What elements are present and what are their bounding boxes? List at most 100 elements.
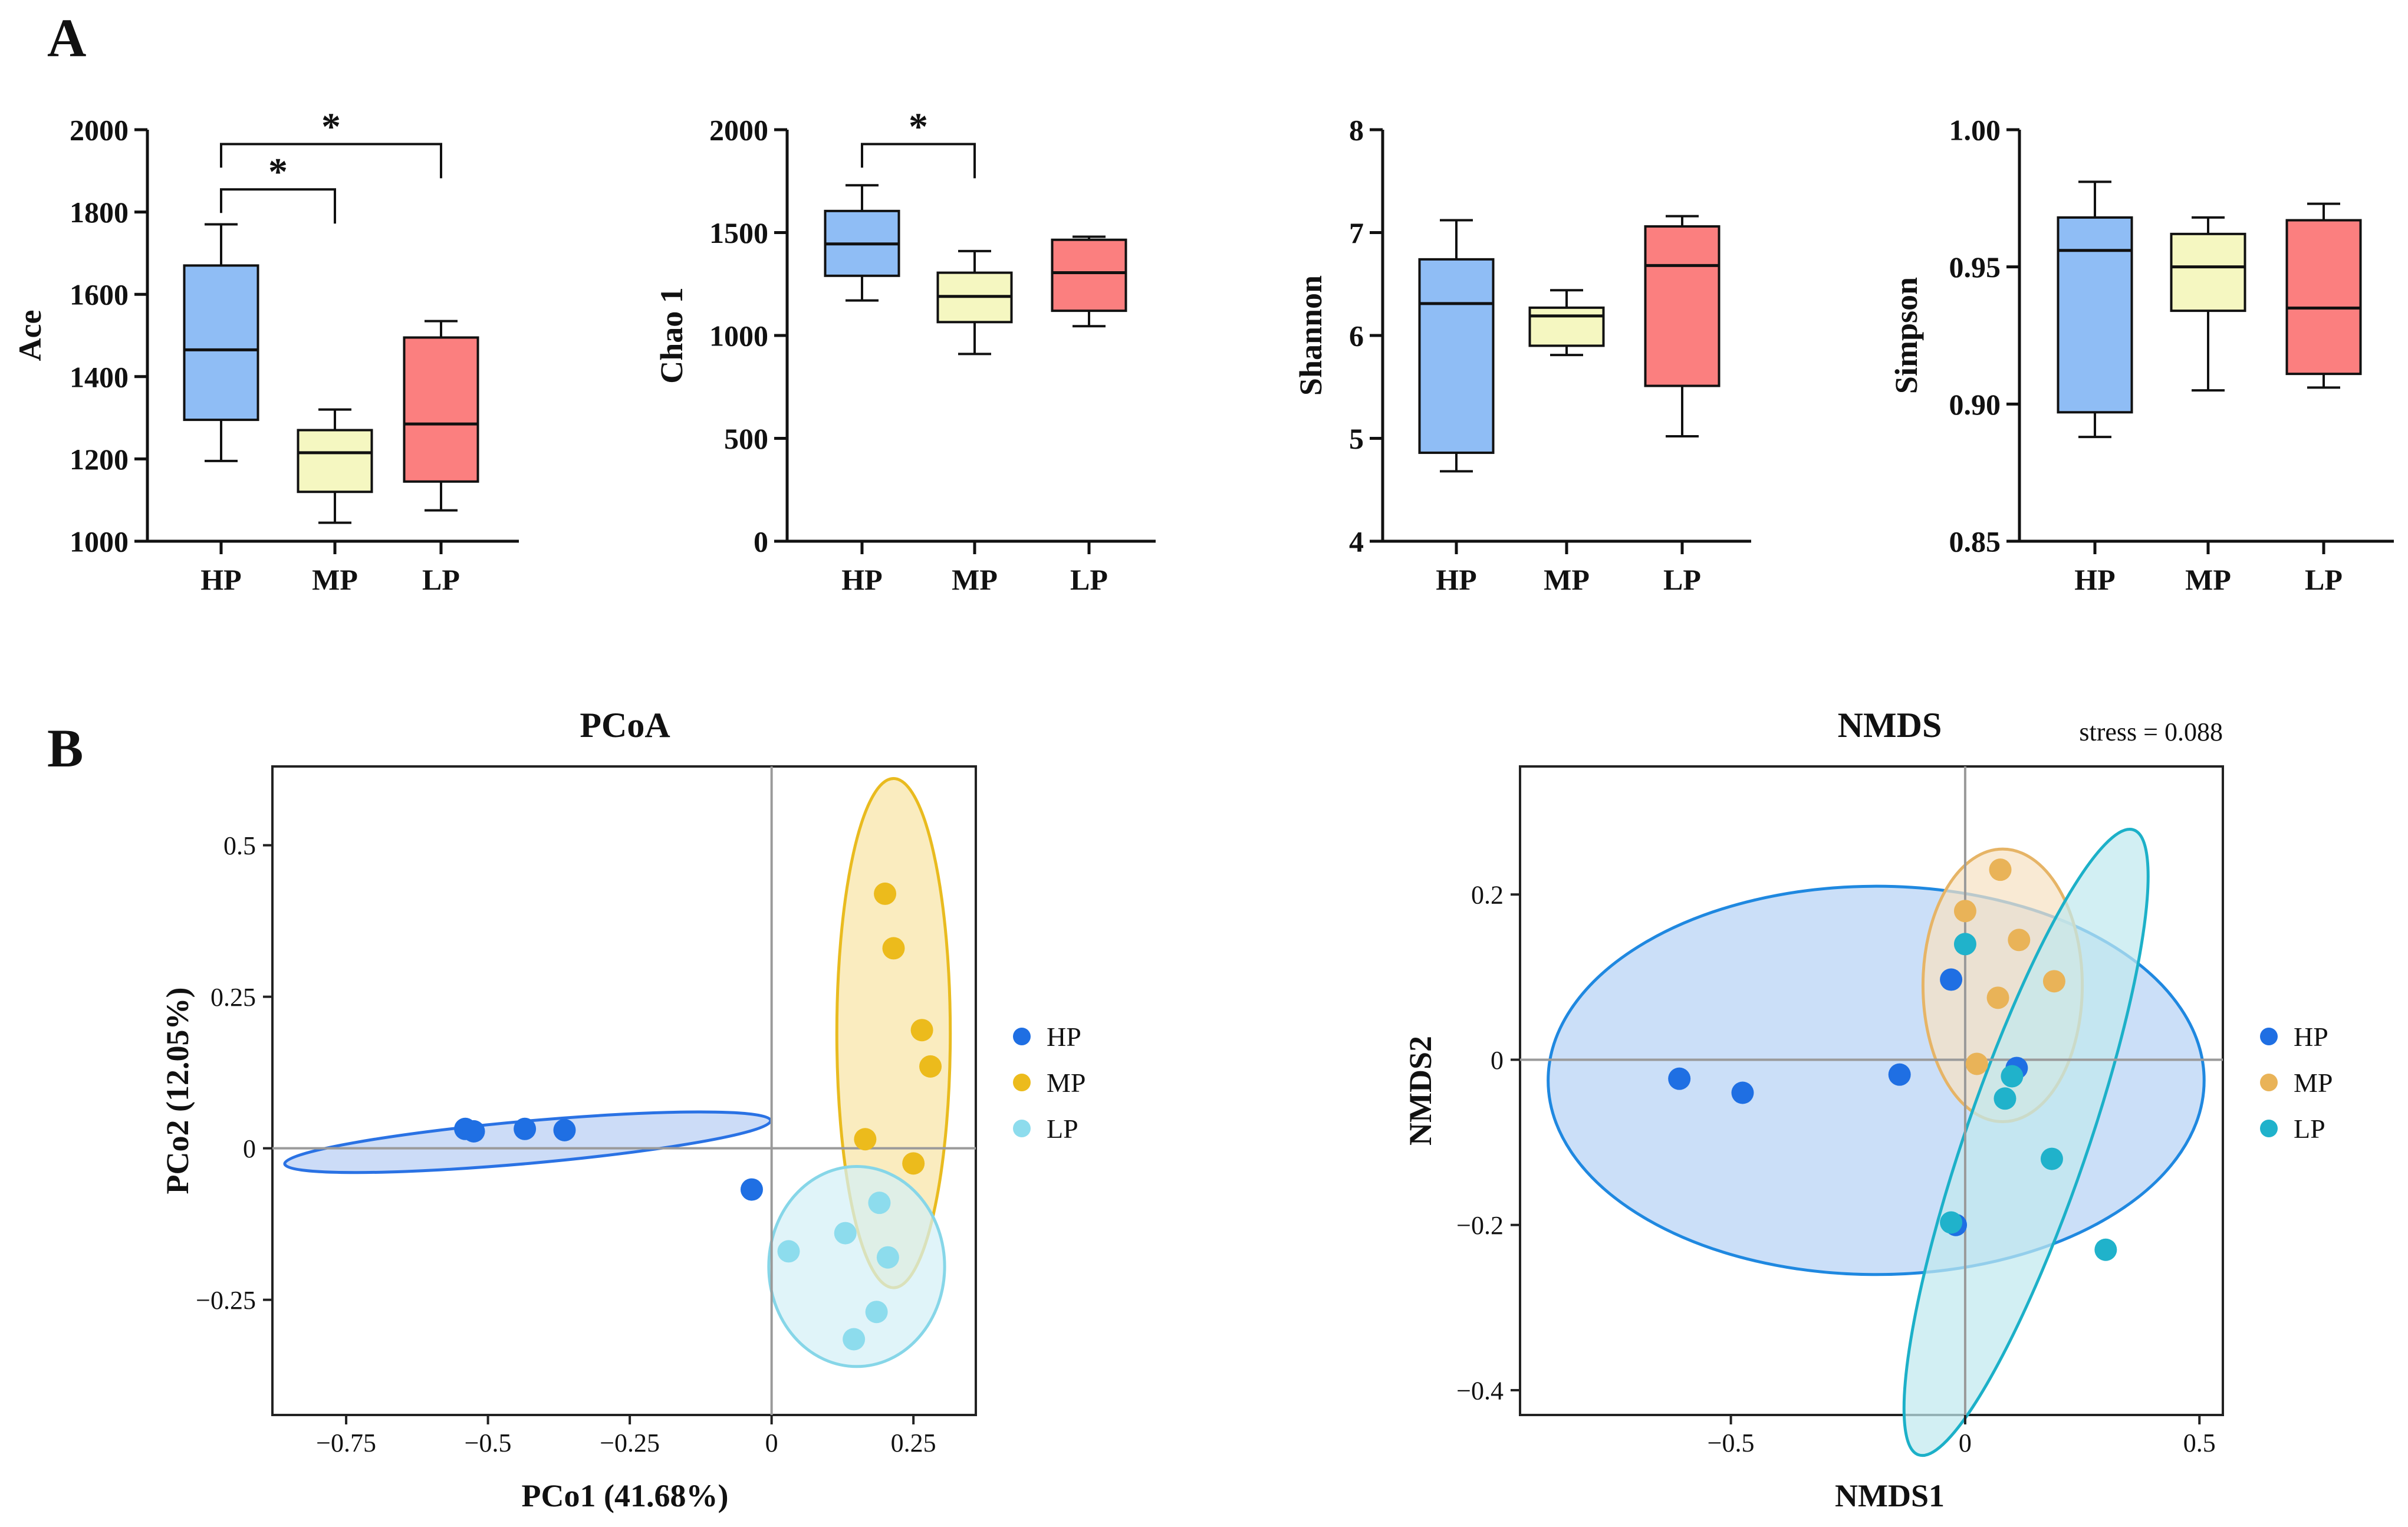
pcoa-point-mp: [882, 937, 905, 960]
simpson-x-tick-label: MP: [2185, 563, 2231, 596]
nmds-point-mp: [1953, 900, 1976, 923]
shannon-y-tick-label: 7: [1349, 216, 1364, 249]
pcoa-point-lp: [865, 1301, 888, 1324]
pcoa-legend-label-lp: LP: [1047, 1114, 1078, 1144]
chao1-significance-star: *: [909, 105, 928, 148]
pcoa-point-hp: [740, 1178, 763, 1201]
simpson-x-tick-label: HP: [2074, 563, 2115, 596]
nmds-x-tick-label: −0.5: [1708, 1429, 1755, 1457]
pcoa-x-tick-label: 0: [765, 1429, 778, 1457]
nmds-point-lp: [1953, 933, 1976, 956]
nmds-point-mp: [2042, 970, 2065, 993]
nmds-legend-label-hp: HP: [2294, 1022, 2328, 1052]
chao1-y-tick-label: 500: [724, 422, 768, 455]
shannon-y-tick-label: 6: [1349, 320, 1364, 353]
nmds-point-lp: [1993, 1087, 2016, 1110]
ace-significance-star: *: [321, 105, 341, 148]
pcoa-legend-marker-hp: [1013, 1028, 1031, 1045]
pcoa-legend-label-mp: MP: [1047, 1068, 1085, 1098]
chao1-y-axis-label: Chao 1: [654, 287, 689, 384]
nmds-legend-marker-hp: [2260, 1028, 2278, 1045]
nmds-y-tick-label: −0.4: [1456, 1376, 1504, 1405]
pcoa-point-lp: [868, 1192, 891, 1215]
simpson-box-lp: [2285, 219, 2362, 376]
pcoa-point-lp: [777, 1240, 800, 1263]
ace-y-axis-label: Ace: [12, 310, 48, 361]
pcoa-title: PCoA: [580, 706, 670, 745]
nmds-point-mp: [1986, 986, 2009, 1009]
pcoa-point-hp: [462, 1120, 485, 1143]
simpson-box-mp: [2170, 232, 2246, 312]
pcoa-y-tick-label: 0.5: [223, 831, 256, 860]
pcoa-point-mp: [902, 1152, 925, 1175]
pcoa-x-tick-label: −0.5: [465, 1429, 512, 1457]
panel-label-b: B: [47, 718, 83, 778]
pcoa-point-mp: [919, 1055, 942, 1078]
pcoa-y-axis-label: PCo2 (12.05%): [160, 988, 195, 1194]
ace-x-tick-label: LP: [422, 563, 460, 596]
nmds-point-mp: [1989, 858, 2012, 881]
nmds-point-hp: [1668, 1067, 1691, 1090]
chao1-x-tick-label: LP: [1070, 563, 1108, 596]
pcoa-legend-label-hp: HP: [1047, 1022, 1081, 1052]
pcoa-point-lp: [876, 1246, 899, 1269]
shannon-y-tick-label: 5: [1349, 422, 1364, 455]
nmds-point-lp: [1940, 1211, 1963, 1234]
ace-y-tick-label: 1200: [70, 443, 129, 476]
ace-y-tick-label: 2000: [70, 114, 129, 147]
ace-x-tick-label: HP: [200, 563, 241, 596]
pcoa-point-mp: [910, 1019, 933, 1042]
pcoa-legend-marker-lp: [1013, 1120, 1031, 1137]
ace-y-tick-label: 1400: [70, 360, 129, 393]
shannon-box-hp: [1418, 258, 1495, 454]
nmds-point-mp: [2008, 929, 2031, 952]
nmds-point-hp: [1888, 1063, 1911, 1086]
pcoa-point-mp: [854, 1128, 877, 1151]
nmds-legend-label-lp: LP: [2294, 1114, 2325, 1144]
pcoa-y-tick-label: −0.25: [196, 1286, 256, 1315]
shannon-y-tick-label: 4: [1349, 525, 1364, 558]
ace-y-tick-label: 1800: [70, 196, 129, 229]
pcoa-x-tick-label: −0.25: [600, 1429, 660, 1457]
pcoa-y-tick-label: 0: [243, 1134, 256, 1163]
ace-significance-star: *: [268, 150, 288, 193]
pcoa-ellipse-lp: [767, 1165, 946, 1368]
nmds-point-hp: [1940, 968, 1963, 991]
nmds-point-lp: [2094, 1238, 2117, 1261]
nmds-point-lp: [2001, 1065, 2024, 1088]
pcoa-x-axis-label: PCo1 (41.68%): [522, 1478, 729, 1513]
chao1-box-lp: [1051, 238, 1127, 312]
nmds-y-tick-label: 0: [1491, 1046, 1504, 1075]
pcoa-point-lp: [843, 1328, 866, 1351]
ace-box-lp: [403, 336, 479, 483]
ace-significance-bracket: [220, 143, 442, 179]
nmds-point-mp: [1965, 1052, 1988, 1075]
nmds-x-tick-label: 0: [1959, 1429, 1972, 1457]
nmds-stress-annotation: stress = 0.088: [2079, 718, 2223, 746]
chao1-x-tick-label: MP: [952, 563, 998, 596]
nmds-x-tick-label: 0.5: [2183, 1429, 2216, 1457]
panel-label-a: A: [47, 8, 86, 68]
pcoa-point-lp: [834, 1222, 857, 1245]
nmds-y-tick-label: −0.2: [1456, 1211, 1504, 1240]
shannon-x-tick-label: LP: [1663, 563, 1701, 596]
simpson-y-tick-label: 1.00: [1949, 114, 2001, 147]
nmds-legend-label-mp: MP: [2294, 1068, 2333, 1098]
ace-y-tick-label: 1600: [70, 278, 129, 311]
chao1-y-tick-label: 0: [754, 525, 768, 558]
simpson-y-tick-label: 0.95: [1949, 251, 2001, 284]
simpson-y-tick-label: 0.85: [1949, 525, 2001, 558]
nmds-point-hp: [1731, 1081, 1754, 1104]
pcoa-x-tick-label: −0.75: [316, 1429, 376, 1457]
simpson-y-tick-label: 0.90: [1949, 388, 2001, 421]
ace-box-hp: [183, 264, 259, 422]
shannon-x-tick-label: MP: [1544, 563, 1590, 596]
nmds-point-lp: [2040, 1147, 2063, 1170]
chao1-x-tick-label: HP: [841, 563, 882, 596]
chao1-y-tick-label: 1500: [709, 216, 768, 249]
shannon-y-tick-label: 8: [1349, 114, 1364, 147]
shannon-box-mp: [1528, 306, 1605, 347]
pcoa-x-tick-label: 0.25: [891, 1429, 936, 1457]
nmds-y-tick-label: 0.2: [1471, 881, 1504, 910]
